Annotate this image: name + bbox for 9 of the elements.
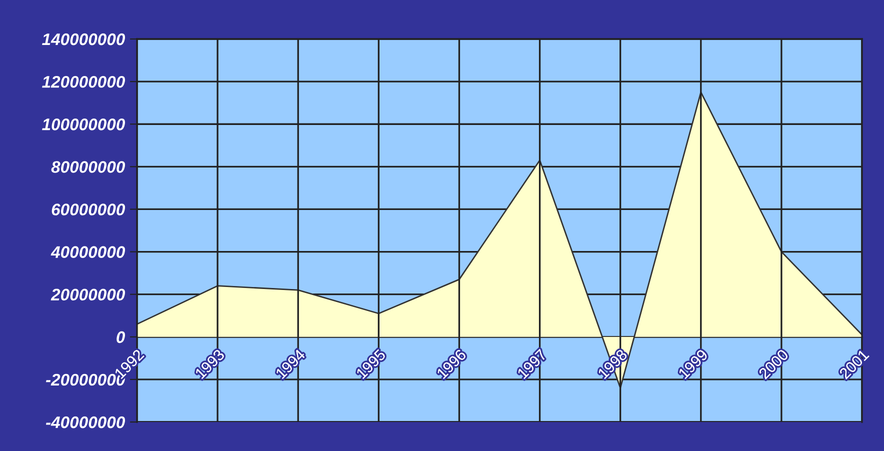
y-tick-label: 0 <box>116 331 126 344</box>
y-tick-label: 120000000 <box>42 76 126 88</box>
y-tick-label: 140000000 <box>42 33 126 46</box>
y-tick-label: 80000000 <box>51 161 126 173</box>
y-tick-label: -40000000 <box>46 416 126 428</box>
y-tick-label: 40000000 <box>50 246 126 258</box>
y-tick-label: 100000000 <box>42 118 126 130</box>
y-tick-label: 20000000 <box>50 288 126 301</box>
y-tick-label: 60000000 <box>52 204 126 216</box>
